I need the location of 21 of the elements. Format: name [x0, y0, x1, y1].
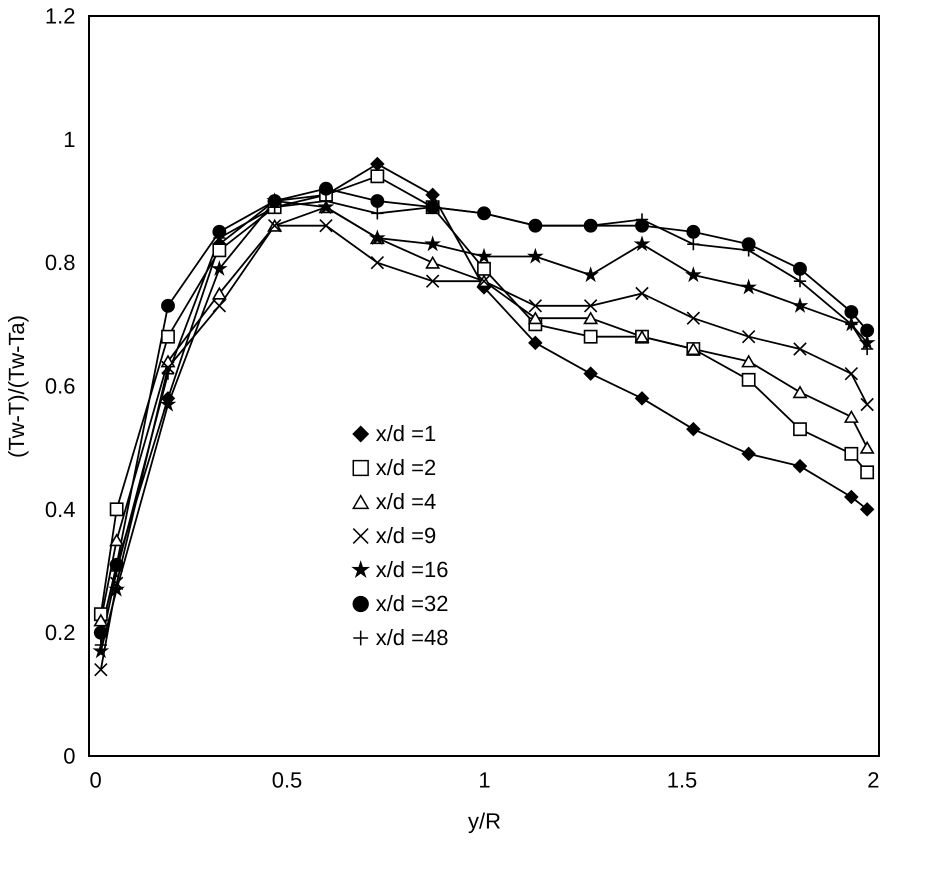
- y-tick-label: 0: [63, 744, 76, 768]
- y-tick-label: 0.6: [44, 374, 76, 398]
- y-tick-label: 0.4: [44, 496, 76, 522]
- x-axis-title: y/R: [468, 808, 501, 834]
- x-tick-label: 1.5: [666, 768, 698, 792]
- legend-label: x/d =16: [376, 557, 448, 582]
- x-tick-label: 0.5: [272, 768, 302, 792]
- legend-label: x/d =32: [376, 591, 448, 616]
- y-axis-title: (Tw-T)/(Tw-Ta): [4, 315, 29, 458]
- x-tick-label: 1: [478, 768, 491, 792]
- x-tick-label: 0: [90, 768, 102, 792]
- legend-label: x/d =1: [376, 421, 436, 446]
- legend-label: x/d =9: [376, 523, 436, 548]
- legend-label: x/d =48: [376, 625, 448, 650]
- legend-label: x/d =2: [376, 455, 436, 480]
- y-tick-label: 1.2: [44, 4, 76, 28]
- y-tick-label: 0.8: [44, 250, 76, 276]
- y-tick-label: 0.2: [44, 620, 76, 646]
- x-tick-label: 2: [867, 768, 880, 792]
- y-tick-label: 1: [63, 126, 76, 152]
- legend-label: x/d =4: [376, 489, 436, 514]
